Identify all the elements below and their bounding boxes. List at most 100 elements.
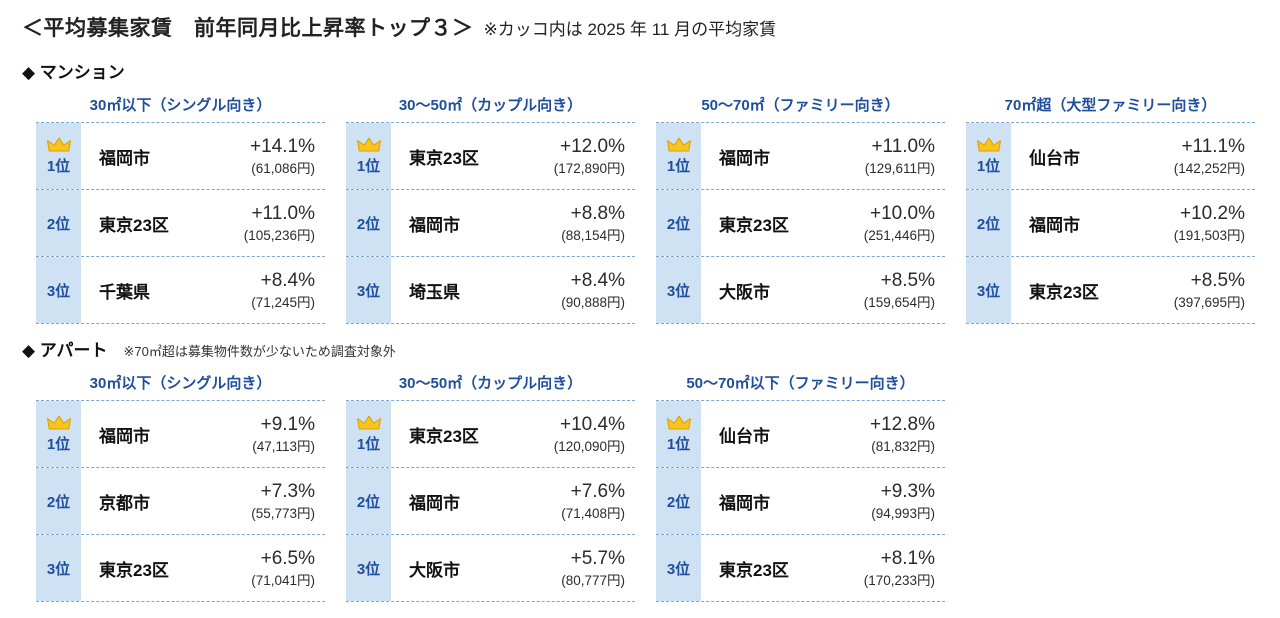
average-rent: (251,446円) xyxy=(863,227,935,243)
crown-icon xyxy=(666,137,692,153)
crown-icon xyxy=(666,415,692,431)
title-note: ※カッコ内は 2025 年 11 月の平均家賃 xyxy=(483,20,777,39)
column-header: 50～70㎡以下（ファミリー向き） xyxy=(656,370,945,401)
rank-row: 2位 福岡市 +8.8% (88,154円) xyxy=(346,190,635,257)
increase-rate: +9.1% xyxy=(260,413,315,435)
figures: +8.1% (170,233円) xyxy=(864,547,935,589)
rank-row: 1位 福岡市 +9.1% (47,113円) xyxy=(36,401,325,468)
section-heading-apartment: ◆ アパート ※70㎡超は募集物件数が少ないため調査対象外 xyxy=(22,336,1262,361)
column-header: 70㎡超（大型ファミリー向き） xyxy=(966,92,1255,123)
rank-row: 1位 東京23区 +10.4% (120,090円) xyxy=(346,401,635,468)
ranking-table: 30㎡以下（シングル向き） 1位 福岡市 +9.1% (47,113円) 2位 京都市 +7.… xyxy=(36,370,325,602)
row-body: 東京23区 +10.0% (251,446円) xyxy=(701,190,945,256)
rank-row: 2位 福岡市 +7.6% (71,408円) xyxy=(346,468,635,535)
figures: +8.4% (71,245円) xyxy=(251,269,315,311)
rank-label: 3位 xyxy=(356,560,381,578)
row-body: 埼玉県 +8.4% (90,888円) xyxy=(391,257,635,323)
average-rent: (120,090円) xyxy=(553,438,625,454)
rank-label: 2位 xyxy=(976,215,1001,233)
average-rent: (397,695円) xyxy=(1173,294,1245,310)
crown-icon xyxy=(46,137,72,153)
row-body: 東京23区 +11.0% (105,236円) xyxy=(81,190,325,256)
rank-cell: 3位 xyxy=(36,535,81,601)
rank-label: 3位 xyxy=(46,282,71,300)
increase-rate: +8.1% xyxy=(880,547,935,569)
rank-cell: 1位 xyxy=(36,401,81,467)
rank-cell: 3位 xyxy=(346,535,391,601)
rank-cell: 1位 xyxy=(346,123,391,189)
rank-label: 2位 xyxy=(666,493,691,511)
average-rent: (88,154円) xyxy=(561,227,625,243)
row-body: 大阪市 +8.5% (159,654円) xyxy=(701,257,945,323)
rank-label: 3位 xyxy=(666,282,691,300)
average-rent: (129,611円) xyxy=(864,160,935,176)
column-header: 50～70㎡（ファミリー向き） xyxy=(656,92,945,123)
city-name: 福岡市 xyxy=(99,426,150,446)
rank-row: 1位 仙台市 +12.8% (81,832円) xyxy=(656,401,945,468)
city-name: 東京23区 xyxy=(719,560,789,580)
city-name: 東京23区 xyxy=(1029,282,1099,302)
column-header: 30㎡以下（シングル向き） xyxy=(36,92,325,123)
average-rent: (170,233円) xyxy=(863,572,935,588)
figures: +8.5% (159,654円) xyxy=(864,269,935,311)
city-name: 福岡市 xyxy=(1029,215,1080,235)
average-rent: (81,832円) xyxy=(871,438,935,454)
rank-cell: 2位 xyxy=(656,190,701,256)
city-name: 仙台市 xyxy=(1029,148,1080,168)
city-name: 京都市 xyxy=(99,493,150,513)
rank-label: 1位 xyxy=(46,157,71,175)
increase-rate: +10.2% xyxy=(1180,202,1245,224)
rank-label: 2位 xyxy=(46,493,71,511)
figures: +7.3% (55,773円) xyxy=(251,480,315,522)
row-body: 東京23区 +6.5% (71,041円) xyxy=(81,535,325,601)
rank-label: 1位 xyxy=(976,157,1001,175)
column-header: 30㎡以下（シングル向き） xyxy=(36,370,325,401)
rank-row: 3位 東京23区 +8.5% (397,695円) xyxy=(966,257,1255,324)
figures: +6.5% (71,041円) xyxy=(251,547,315,589)
crown-icon xyxy=(976,137,1002,153)
rank-row: 1位 福岡市 +11.0% (129,611円) xyxy=(656,123,945,190)
average-rent: (94,993円) xyxy=(871,505,935,521)
rank-row: 2位 福岡市 +9.3% (94,993円) xyxy=(656,468,945,535)
row-body: 福岡市 +11.0% (129,611円) xyxy=(701,123,945,189)
rank-cell: 3位 xyxy=(36,257,81,323)
rank-row: 2位 京都市 +7.3% (55,773円) xyxy=(36,468,325,535)
rank-label: 1位 xyxy=(46,435,71,453)
city-name: 福岡市 xyxy=(409,493,460,513)
increase-rate: +5.7% xyxy=(570,547,625,569)
average-rent: (71,245円) xyxy=(251,294,315,310)
average-rent: (142,252円) xyxy=(1173,160,1245,176)
increase-rate: +8.4% xyxy=(260,269,315,291)
rank-label: 1位 xyxy=(666,435,691,453)
city-name: 東京23区 xyxy=(719,215,789,235)
rank-row: 3位 大阪市 +5.7% (80,777円) xyxy=(346,535,635,602)
rank-cell: 3位 xyxy=(966,257,1011,323)
title-row: ＜平均募集家賃 前年同月比上昇率トップ３＞ ※カッコ内は 2025 年 11 月… xyxy=(22,12,1262,42)
section-apartment: ◆ アパート ※70㎡超は募集物件数が少ないため調査対象外 30㎡以下（シングル… xyxy=(22,336,1262,602)
rank-cell: 1位 xyxy=(656,401,701,467)
ranking-table: 70㎡超（大型ファミリー向き） 1位 仙台市 +11.1% (142,252円) 2位 福岡… xyxy=(966,92,1255,324)
crown-icon xyxy=(356,137,382,153)
rank-row: 2位 東京23区 +11.0% (105,236円) xyxy=(36,190,325,257)
increase-rate: +11.0% xyxy=(871,135,935,157)
section-heading-label: ◆ マンション xyxy=(22,63,125,82)
section-mansion: ◆ マンション 30㎡以下（シングル向き） 1位 福岡市 +14.1% (61,086円… xyxy=(22,58,1262,324)
row-body: 福岡市 +9.3% (94,993円) xyxy=(701,468,945,534)
rank-cell: 2位 xyxy=(36,468,81,534)
figures: +8.5% (397,695円) xyxy=(1174,269,1245,311)
section-note: ※70㎡超は募集物件数が少ないため調査対象外 xyxy=(123,344,396,359)
rank-cell: 2位 xyxy=(346,468,391,534)
rank-row: 1位 仙台市 +11.1% (142,252円) xyxy=(966,123,1255,190)
row-body: 福岡市 +14.1% (61,086円) xyxy=(81,123,325,189)
city-name: 福岡市 xyxy=(719,148,770,168)
figures: +7.6% (71,408円) xyxy=(561,480,625,522)
row-body: 福岡市 +7.6% (71,408円) xyxy=(391,468,635,534)
rank-row: 3位 埼玉県 +8.4% (90,888円) xyxy=(346,257,635,324)
rank-label: 3位 xyxy=(356,282,381,300)
city-name: 東京23区 xyxy=(99,215,169,235)
increase-rate: +9.3% xyxy=(880,480,935,502)
row-body: 仙台市 +11.1% (142,252円) xyxy=(1011,123,1255,189)
row-body: 福岡市 +8.8% (88,154円) xyxy=(391,190,635,256)
increase-rate: +8.5% xyxy=(1190,269,1245,291)
